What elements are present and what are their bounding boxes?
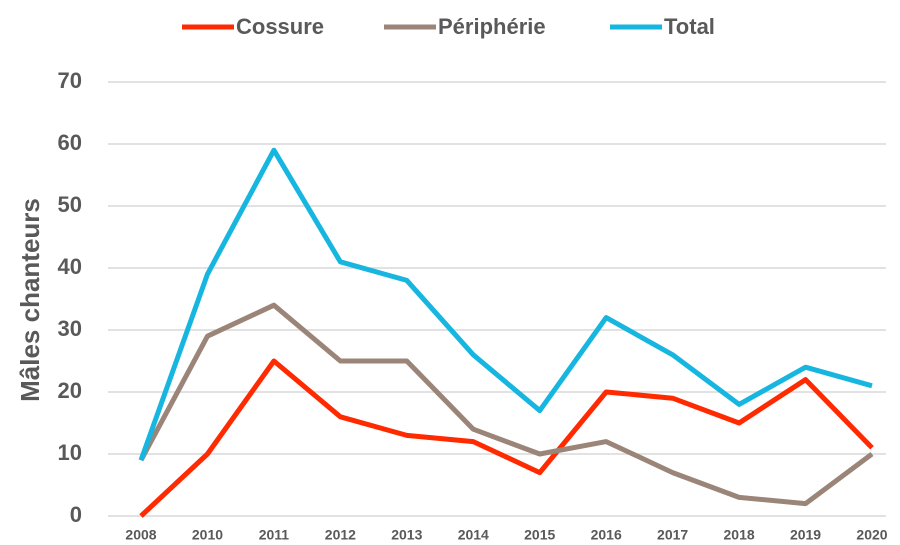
- y-tick-label: 30: [58, 316, 82, 341]
- legend-label: Périphérie: [438, 14, 546, 39]
- line-series: [138, 147, 873, 462]
- x-tick-label: 2015: [524, 527, 555, 543]
- x-tick-label: 2014: [458, 527, 489, 543]
- y-tick-label: 50: [58, 192, 82, 217]
- legend-label: Total: [664, 14, 715, 39]
- y-tick-label: 10: [58, 440, 82, 465]
- legend-label: Cossure: [236, 14, 324, 39]
- x-tick-label: 2013: [391, 527, 422, 543]
- x-tick-label: 2011: [259, 527, 290, 543]
- x-tick-label: 2012: [325, 527, 356, 543]
- y-tick-label: 20: [58, 378, 82, 403]
- y-axis-label: Mâles chanteurs: [15, 198, 45, 402]
- line-series: [138, 302, 874, 507]
- x-tick-label: 2020: [856, 527, 887, 543]
- x-tick-label: 2008: [125, 527, 156, 543]
- x-tick-label: 2019: [790, 527, 821, 543]
- y-tick-label: 70: [58, 68, 82, 93]
- x-tick-label: 2018: [724, 527, 755, 543]
- y-tick-label: 40: [58, 254, 82, 279]
- x-tick-label: 2017: [657, 527, 688, 543]
- x-tick-label: 2016: [591, 527, 622, 543]
- line-series: [139, 358, 874, 518]
- x-tick-label: 2010: [192, 527, 223, 543]
- y-tick-label: 60: [58, 130, 82, 155]
- y-tick-label: 0: [70, 502, 82, 527]
